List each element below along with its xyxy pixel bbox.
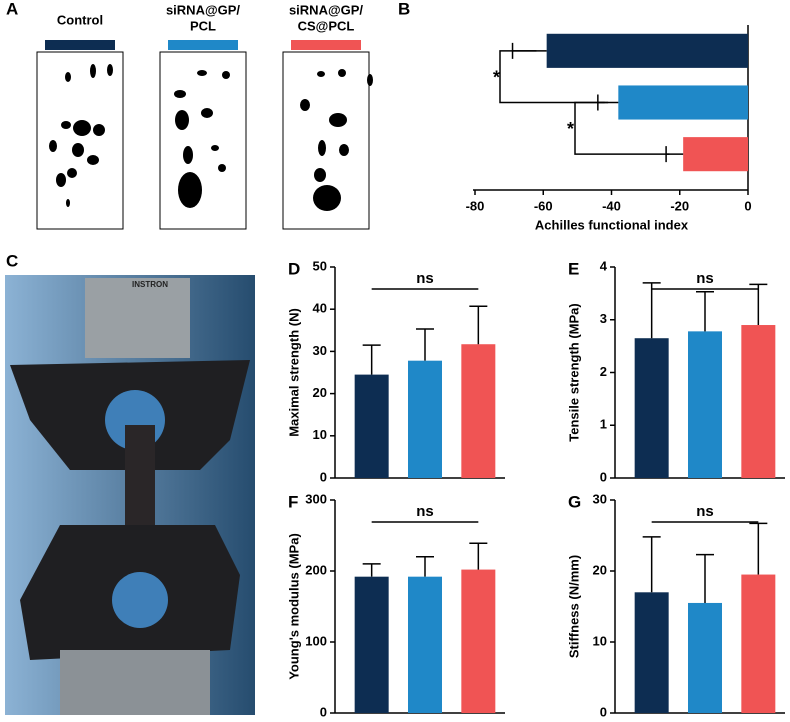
bar — [461, 344, 496, 478]
y-axis-title: Young's modulus (MPa) — [286, 533, 301, 680]
y-tick-label: 100 — [305, 633, 327, 648]
y-tick-label: 20 — [593, 562, 607, 577]
photo-text: INSTRON — [132, 280, 168, 289]
y-tick-label: 0 — [600, 704, 607, 719]
panel-label: D — [288, 259, 300, 278]
group-label: CS@PCL — [298, 18, 355, 33]
error-bar — [469, 542, 488, 570]
group-color-key — [291, 40, 361, 50]
error-bar — [696, 553, 714, 603]
y-tick-label: 4 — [600, 258, 608, 273]
error-bar — [469, 305, 488, 345]
footprint — [174, 70, 230, 208]
y-tick-label: 0 — [320, 704, 327, 719]
sample-clamp — [125, 425, 155, 510]
footprint-box — [159, 51, 247, 230]
error-bar — [749, 522, 768, 575]
group-label: siRNA@GP/ — [289, 2, 363, 17]
error-bar — [362, 344, 381, 375]
bar — [683, 137, 748, 172]
error-bar — [416, 328, 434, 361]
bar — [741, 574, 776, 713]
error-bar — [696, 291, 714, 332]
error-bar — [642, 282, 661, 339]
bar — [634, 592, 669, 713]
load-cell — [85, 278, 190, 358]
footprint — [300, 69, 373, 211]
bar — [408, 576, 442, 713]
y-tick-label: 0 — [600, 469, 607, 484]
footprint-box — [282, 51, 370, 230]
footprint-box — [36, 51, 124, 230]
x-tick-label: -60 — [534, 198, 553, 213]
error-bar — [642, 536, 661, 593]
significance-label: ns — [696, 270, 714, 287]
y-tick-label: 40 — [313, 301, 327, 316]
bar — [408, 360, 442, 478]
footprint-panel — [36, 51, 373, 230]
significance-label: * — [493, 67, 500, 87]
bar — [461, 569, 496, 713]
bar — [618, 85, 748, 120]
tensile-test-photo: INSTRON — [5, 275, 255, 715]
y-tick-label: 0 — [320, 469, 327, 484]
panel-label: A — [6, 0, 18, 18]
x-axis-title: Achilles functional index — [535, 217, 689, 232]
y-tick-label: 3 — [600, 311, 607, 326]
error-bar — [749, 283, 768, 326]
bar — [354, 374, 389, 478]
bar — [688, 602, 722, 713]
group-label: siRNA@GP/ — [166, 2, 240, 17]
x-tick-label: -20 — [670, 198, 689, 213]
group-color-key — [45, 40, 115, 50]
bar — [546, 33, 748, 68]
y-tick-label: 10 — [593, 633, 607, 648]
bar — [688, 331, 722, 478]
y-axis-title: Tensile strength (MPa) — [566, 303, 581, 441]
significance-label: * — [567, 119, 574, 139]
panel-label: B — [398, 0, 410, 18]
base — [60, 650, 210, 715]
y-tick-label: 10 — [313, 427, 327, 442]
error-bar — [362, 563, 381, 577]
bar — [741, 325, 776, 478]
y-tick-label: 300 — [305, 491, 327, 506]
y-tick-label: 30 — [593, 491, 607, 506]
panel-label: G — [568, 492, 581, 511]
group-label: PCL — [190, 18, 216, 33]
panel-label: C — [6, 251, 18, 270]
y-tick-label: 20 — [313, 385, 327, 400]
y-tick-label: 1 — [600, 417, 607, 432]
y-tick-label: 50 — [313, 258, 327, 273]
significance-label: ns — [416, 270, 434, 287]
panel-label: F — [288, 492, 298, 511]
y-tick-label: 30 — [313, 343, 327, 358]
x-tick-label: 0 — [744, 198, 751, 213]
x-tick-label: -40 — [602, 198, 621, 213]
y-axis-title: Stiffness (N/mm) — [566, 555, 581, 658]
y-axis-title: Maximal strength (N) — [286, 308, 301, 437]
significance-bracket — [574, 101, 670, 155]
bar — [634, 338, 669, 478]
panel-label: E — [568, 259, 579, 278]
significance-bracket — [499, 50, 605, 104]
footprint — [49, 64, 113, 207]
significance-label: ns — [696, 503, 714, 520]
x-tick-label: -80 — [466, 198, 485, 213]
bar — [354, 576, 389, 713]
y-tick-label: 2 — [600, 364, 607, 379]
group-color-key — [168, 40, 238, 50]
y-tick-label: 200 — [305, 562, 327, 577]
group-label: Control — [57, 12, 103, 27]
error-bar — [416, 556, 434, 577]
grip-hole — [112, 572, 168, 628]
significance-label: ns — [416, 503, 434, 520]
